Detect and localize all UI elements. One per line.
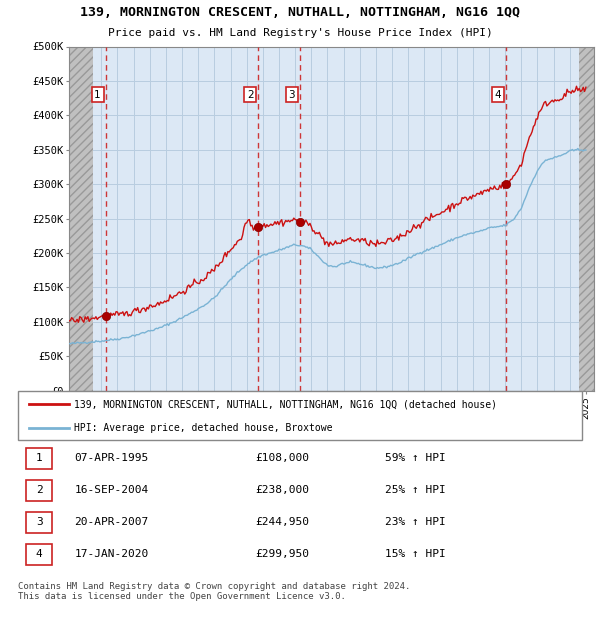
- Text: 2: 2: [36, 485, 43, 495]
- Bar: [69, 46, 93, 391]
- Bar: [580, 46, 594, 391]
- Text: 15% ↑ HPI: 15% ↑ HPI: [385, 549, 445, 559]
- Text: 07-APR-1995: 07-APR-1995: [74, 453, 149, 463]
- Bar: [26, 512, 52, 533]
- Text: 16-SEP-2004: 16-SEP-2004: [74, 485, 149, 495]
- Text: £108,000: £108,000: [255, 453, 309, 463]
- Text: 59% ↑ HPI: 59% ↑ HPI: [385, 453, 445, 463]
- Bar: [26, 448, 52, 469]
- Text: £299,950: £299,950: [255, 549, 309, 559]
- Text: 4: 4: [494, 90, 501, 100]
- Text: £244,950: £244,950: [255, 517, 309, 528]
- Text: 1: 1: [94, 90, 101, 100]
- Text: 23% ↑ HPI: 23% ↑ HPI: [385, 517, 445, 528]
- Text: 139, MORNINGTON CRESCENT, NUTHALL, NOTTINGHAM, NG16 1QQ: 139, MORNINGTON CRESCENT, NUTHALL, NOTTI…: [80, 6, 520, 19]
- Text: 139, MORNINGTON CRESCENT, NUTHALL, NOTTINGHAM, NG16 1QQ (detached house): 139, MORNINGTON CRESCENT, NUTHALL, NOTTI…: [74, 399, 497, 409]
- Bar: [26, 544, 52, 565]
- Text: Price paid vs. HM Land Registry's House Price Index (HPI): Price paid vs. HM Land Registry's House …: [107, 28, 493, 38]
- Text: 3: 3: [36, 517, 43, 528]
- Text: 20-APR-2007: 20-APR-2007: [74, 517, 149, 528]
- Text: 1: 1: [36, 453, 43, 463]
- Text: 3: 3: [289, 90, 295, 100]
- Text: 2: 2: [247, 90, 253, 100]
- Text: 25% ↑ HPI: 25% ↑ HPI: [385, 485, 445, 495]
- Text: Contains HM Land Registry data © Crown copyright and database right 2024.
This d: Contains HM Land Registry data © Crown c…: [18, 582, 410, 601]
- Text: 17-JAN-2020: 17-JAN-2020: [74, 549, 149, 559]
- Text: £238,000: £238,000: [255, 485, 309, 495]
- Text: HPI: Average price, detached house, Broxtowe: HPI: Average price, detached house, Brox…: [74, 423, 333, 433]
- Bar: [26, 480, 52, 501]
- Text: 4: 4: [36, 549, 43, 559]
